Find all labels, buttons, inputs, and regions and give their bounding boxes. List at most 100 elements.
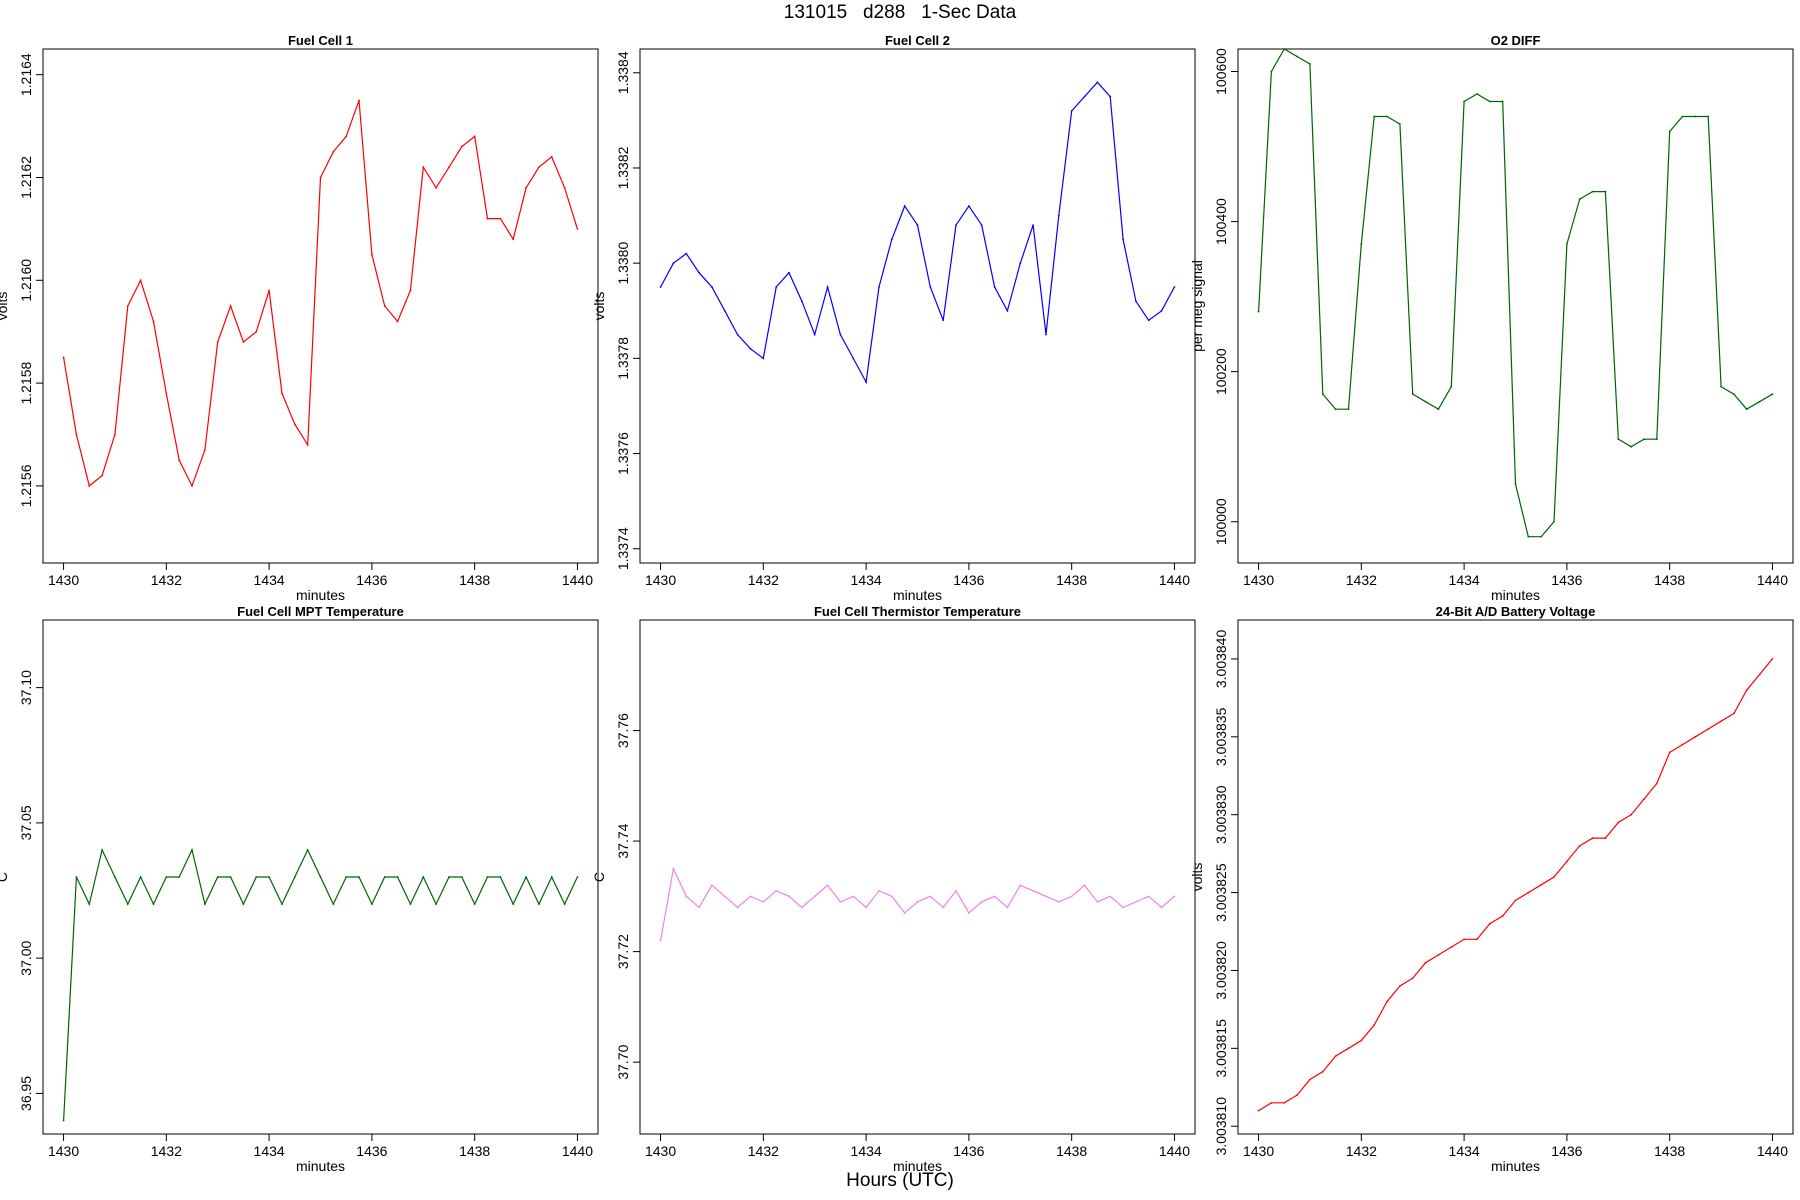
y-axis-label: volts: [1189, 863, 1205, 892]
data-point: [736, 906, 739, 909]
data-point: [1681, 115, 1684, 118]
data-point: [775, 286, 778, 288]
data-point: [749, 895, 752, 898]
y-tick-label: 3.003815: [1213, 1019, 1229, 1078]
data-point: [538, 166, 540, 169]
y-tick-label: 1.3384: [615, 51, 631, 94]
x-tick-label: 1432: [151, 572, 182, 588]
data-point: [448, 166, 450, 169]
x-tick-label: 1440: [1757, 1143, 1788, 1159]
data-point: [1173, 895, 1176, 898]
data-point: [903, 912, 906, 914]
y-tick-label: 3.003820: [1213, 941, 1229, 1000]
data-point: [101, 474, 103, 477]
data-point: [1437, 953, 1440, 956]
x-axis-label: minutes: [1491, 1158, 1540, 1174]
data-point: [1257, 1109, 1260, 1112]
x-axis-label: minutes: [893, 1158, 942, 1174]
data-point: [576, 228, 579, 230]
data-point: [460, 876, 463, 878]
x-tick-label: 1434: [1449, 572, 1480, 588]
y-tick-label: 1.3380: [615, 242, 631, 285]
data-point: [1147, 895, 1150, 898]
data-point: [1617, 438, 1620, 441]
data-point: [1122, 238, 1124, 241]
data-point: [749, 347, 752, 350]
x-tick-label: 1438: [1654, 1143, 1685, 1159]
data-point: [281, 392, 283, 395]
data-point: [435, 186, 438, 189]
y-tick-label: 37.00: [18, 940, 34, 975]
data-point: [800, 300, 803, 303]
data-point: [711, 286, 713, 288]
data-point: [1173, 286, 1176, 288]
data-point: [126, 903, 129, 905]
y-tick-label: 37.74: [615, 823, 631, 858]
y-tick-label: 1.3378: [615, 337, 631, 380]
y-tick-label: 1.2156: [18, 464, 34, 507]
x-tick-label: 1436: [953, 572, 984, 588]
data-point: [723, 895, 726, 898]
data-point: [1617, 821, 1620, 824]
data-point: [62, 1119, 65, 1122]
data-point: [499, 217, 502, 220]
data-point: [576, 876, 579, 878]
data-point: [75, 876, 78, 878]
y-axis-label: C: [591, 872, 607, 882]
y-tick-label: 3.003810: [1213, 1097, 1229, 1156]
y-tick-label: 1.2158: [18, 361, 34, 404]
x-tick-label: 1434: [851, 572, 882, 588]
data-point: [1283, 48, 1286, 50]
data-point: [62, 356, 65, 359]
data-point: [788, 271, 790, 274]
data-point: [839, 900, 842, 903]
x-axis-footer-label: Hours (UTC): [846, 1170, 954, 1191]
data-point: [1604, 190, 1607, 193]
data-point: [203, 449, 206, 451]
data-point: [1655, 438, 1658, 441]
data-point: [345, 876, 348, 878]
data-point: [878, 889, 880, 892]
data-point: [1720, 385, 1722, 388]
y-tick-label: 37.10: [18, 670, 34, 705]
data-point: [538, 903, 540, 905]
data-point: [1488, 922, 1491, 925]
data-point: [114, 433, 116, 436]
x-tick-label: 1430: [1243, 1143, 1274, 1159]
data-point: [826, 884, 829, 887]
data-point: [383, 876, 386, 878]
data-point: [1135, 300, 1137, 303]
data-point: [993, 895, 996, 898]
data-point: [75, 433, 78, 436]
data-point: [319, 876, 322, 878]
data-point: [1334, 1055, 1337, 1058]
data-point: [1553, 520, 1555, 523]
data-point: [1630, 813, 1633, 816]
data-point: [659, 939, 662, 942]
data-point: [1309, 1078, 1311, 1081]
data-point: [1160, 309, 1163, 312]
x-tick-label: 1430: [48, 1143, 79, 1159]
data-point: [358, 99, 360, 102]
data-point: [550, 156, 553, 158]
data-point: [1321, 1070, 1324, 1073]
x-tick-label: 1434: [254, 1143, 285, 1159]
y-tick-label: 1.3374: [615, 527, 631, 570]
data-point: [345, 135, 348, 138]
data-point: [1681, 743, 1684, 746]
data-point: [672, 262, 675, 265]
data-point: [1527, 891, 1530, 894]
data-point: [268, 876, 271, 878]
data-point: [1501, 100, 1504, 103]
x-axis-label: minutes: [893, 587, 942, 603]
data-point: [216, 341, 219, 343]
data-point: [813, 895, 816, 898]
data-point: [1758, 673, 1761, 676]
x-tick-label: 1440: [1159, 1143, 1190, 1159]
data-point: [1514, 483, 1517, 486]
data-point: [723, 309, 726, 312]
data-point: [165, 392, 168, 395]
data-point: [980, 224, 983, 226]
data-point: [409, 289, 412, 292]
data-point: [1694, 735, 1697, 738]
